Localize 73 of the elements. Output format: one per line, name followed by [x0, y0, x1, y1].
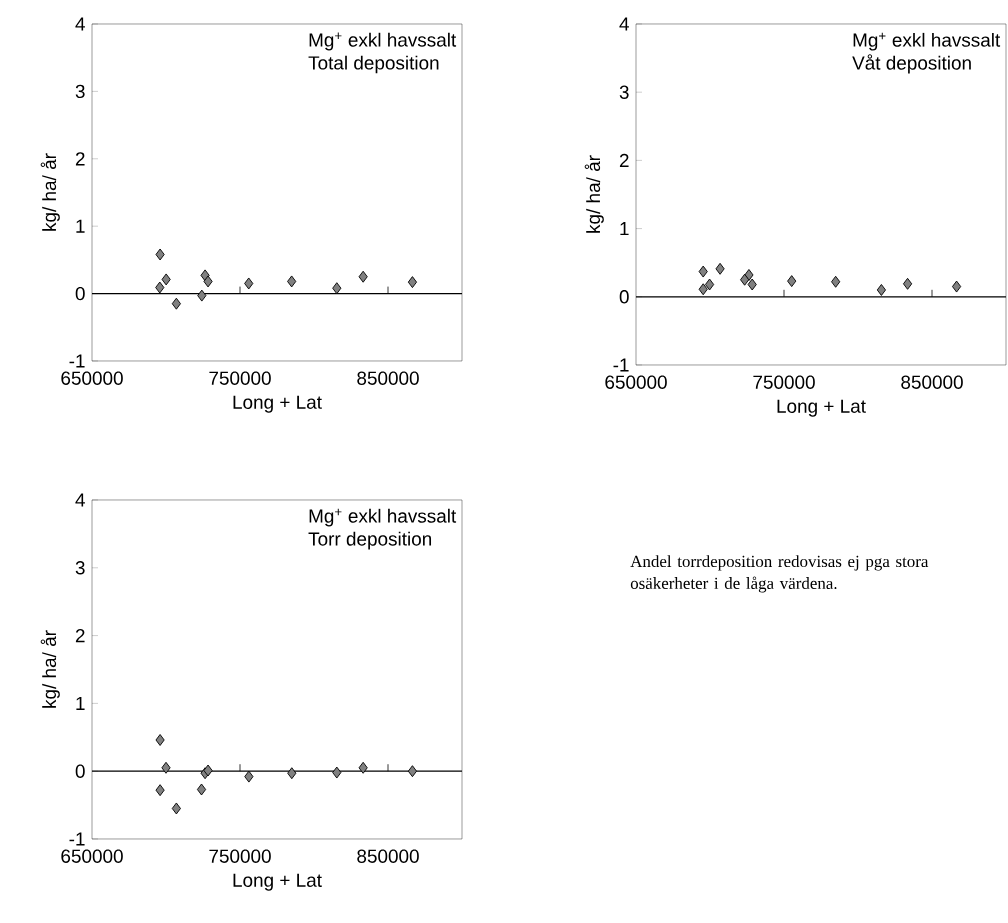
- point: [244, 770, 254, 783]
- y-tick-label: 0: [75, 286, 85, 301]
- point: [407, 276, 418, 289]
- y-tick-label: -1: [69, 832, 85, 846]
- y-tick-label: 1: [620, 222, 629, 236]
- y-axis-title: kg/ ha/ år: [584, 155, 604, 233]
- point: [704, 278, 715, 291]
- x-axis-title: Long + Lat: [233, 395, 322, 413]
- y-tick-label: 1: [76, 696, 85, 710]
- y-tick-label: -1: [69, 354, 85, 368]
- y-axis-title: kg/ ha/ år: [40, 153, 60, 231]
- point: [332, 766, 342, 779]
- x-tick-label: 650000: [61, 849, 123, 863]
- point: [698, 283, 708, 296]
- point: [171, 802, 181, 815]
- x-axis-title: Long + Lat: [233, 873, 322, 891]
- point: [155, 784, 165, 797]
- point: [161, 273, 171, 286]
- point: [903, 277, 913, 290]
- point: [715, 262, 725, 275]
- point: [831, 275, 841, 288]
- y-tick-label: 2: [75, 152, 85, 166]
- y-tick-label: -1: [613, 358, 629, 372]
- y-tick-label: 2: [619, 153, 629, 167]
- point: [171, 297, 181, 310]
- y-tick-label: 3: [75, 84, 85, 99]
- point: [358, 270, 368, 283]
- x-tick-label: 850000: [357, 371, 419, 385]
- point: [698, 265, 708, 278]
- text: Andel torrdeposition redovisas ej pga stora osäkerheter i de låga värdena.: [630, 555, 929, 593]
- point: [287, 275, 297, 288]
- point: [196, 783, 207, 796]
- point: [155, 281, 165, 294]
- x-tick-label: 850000: [901, 375, 963, 389]
- text: Total deposition: [308, 55, 439, 74]
- point: [155, 248, 165, 261]
- x-tick-label: 750000: [753, 375, 815, 389]
- x-tick-label: 750000: [209, 371, 271, 385]
- y-tick-label: 4: [75, 17, 85, 31]
- x-axis-title: Long + Lat: [777, 399, 866, 417]
- point: [952, 280, 962, 293]
- x-tick-label: 750000: [209, 849, 271, 863]
- y-tick-label: 0: [75, 764, 85, 778]
- x-tick-label: 850000: [357, 849, 419, 863]
- x-tick-label: 650000: [605, 375, 667, 389]
- y-tick-label: 1: [76, 219, 85, 233]
- y-tick-label: 0: [619, 290, 629, 304]
- point: [244, 277, 254, 290]
- point: [155, 734, 165, 746]
- y-tick-label: 2: [75, 628, 85, 643]
- chart-title: Mg$^{+}$ exkl havssalt: [309, 32, 457, 51]
- point: [407, 765, 418, 778]
- point: [744, 269, 754, 281]
- x-tick-label: 650000: [61, 371, 123, 385]
- point: [332, 282, 342, 295]
- point: [747, 278, 757, 291]
- chart-title: Mg$^{+}$ exkl havssalt: [309, 508, 457, 527]
- point: [876, 284, 886, 296]
- point: [197, 289, 207, 302]
- y-tick-label: 3: [619, 85, 629, 99]
- text: Våt deposition: [852, 54, 971, 74]
- point: [787, 275, 797, 288]
- y-tick-label: 4: [75, 493, 85, 507]
- text: Torr deposition: [308, 531, 432, 550]
- point: [203, 275, 213, 288]
- point: [287, 767, 297, 780]
- point: [358, 761, 368, 774]
- y-tick-label: 4: [619, 17, 629, 31]
- y-axis-title: kg/ ha/ år: [40, 630, 60, 708]
- chart-title: Mg$^{+}$ exkl havssalt: [853, 32, 1001, 51]
- point: [740, 273, 750, 286]
- y-tick-label: 3: [75, 561, 85, 575]
- point: [161, 761, 171, 774]
